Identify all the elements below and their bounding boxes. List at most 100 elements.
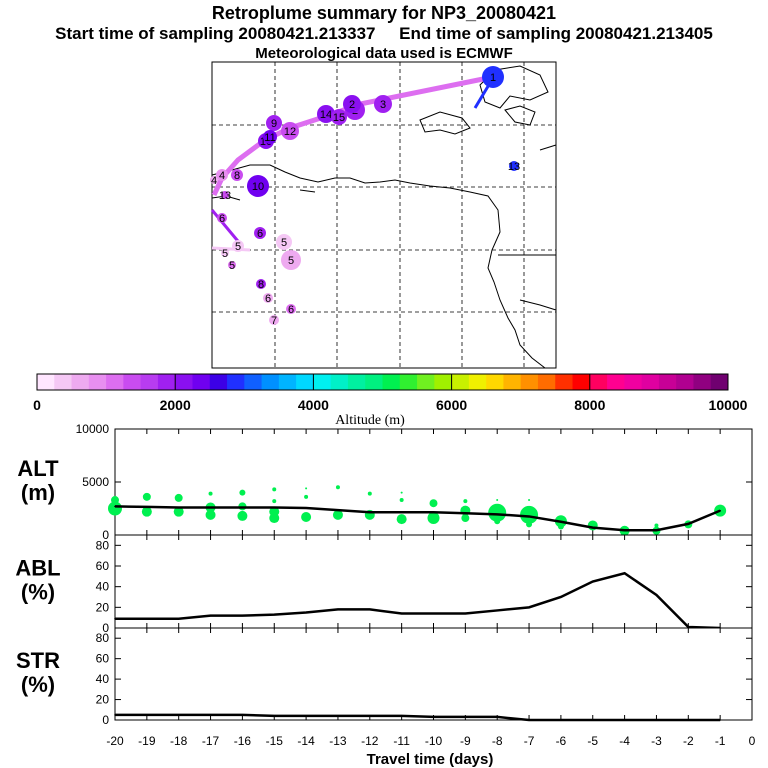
series-point (591, 719, 594, 721)
cluster-point (272, 487, 277, 492)
colorbar-swatch (555, 374, 574, 390)
y-tick-label: 5000 (82, 475, 109, 489)
colorbar-swatch (710, 374, 729, 390)
map-markers: 12234455555666678891010111213141315 (210, 66, 520, 327)
cluster-point (528, 499, 531, 502)
map-marker: 5 (228, 260, 236, 272)
series-point (560, 596, 562, 598)
colorbar-swatch (244, 374, 263, 390)
y-tick-label: 60 (96, 559, 110, 573)
series-point (241, 714, 244, 716)
series-line (115, 713, 721, 722)
map-marker-label: 2 (349, 99, 355, 111)
colorbar-swatch (486, 374, 504, 390)
map-marker-dot (210, 176, 218, 184)
series-point (432, 612, 435, 615)
series-point (623, 529, 626, 532)
cluster-point (427, 512, 440, 525)
time-series-panels: 0500010000ALT(m)020406080ABL(%)020406080… (15, 422, 755, 748)
trajectory-branch-2 (211, 246, 251, 252)
series-point (560, 520, 562, 523)
cluster-point (335, 485, 340, 490)
colorbar-swatch (676, 374, 694, 390)
series-line (115, 571, 721, 630)
series-line (114, 505, 721, 532)
map-marker-label: 8 (258, 279, 264, 291)
series-point (591, 526, 594, 529)
colorbar-swatch (54, 374, 73, 390)
panel-label: STR (16, 648, 60, 673)
map-marker-dot (281, 250, 301, 270)
colorbar-label: Altitude (m) (335, 413, 405, 428)
series-point (177, 506, 180, 509)
series-point (273, 613, 276, 616)
colorbar-swatch (227, 374, 245, 390)
series-point (241, 506, 244, 509)
colorbar-swatch (624, 374, 643, 390)
colorbar-swatch (658, 374, 677, 390)
series-point (655, 719, 658, 721)
map-marker-label: 12 (284, 126, 296, 138)
y-tick-label: 80 (96, 631, 110, 645)
series-point (528, 719, 530, 721)
x-tick-label: -17 (202, 734, 220, 748)
colorbar-swatch (365, 374, 383, 390)
x-axis-label: Travel time (days) (367, 751, 494, 768)
map-marker-dot (217, 213, 227, 223)
map-marker-label: 4 (219, 170, 225, 182)
map-marker-label: 6 (257, 228, 263, 240)
colorbar-swatch (417, 374, 435, 390)
map-marker-dot (266, 115, 282, 131)
y-tick-label: 60 (96, 652, 110, 666)
series-point (400, 715, 403, 717)
series-point (114, 617, 116, 620)
colorbar-swatch (693, 374, 712, 390)
map-marker-label: 11 (264, 132, 275, 144)
series-point (560, 719, 562, 721)
map-marker: 6 (286, 304, 296, 316)
map-marker: 6 (263, 293, 273, 305)
cluster-point (111, 496, 119, 505)
cluster-point (108, 501, 122, 516)
cluster-point (237, 510, 248, 521)
cluster-point (461, 514, 470, 523)
x-tick-label: -2 (683, 734, 694, 748)
map-marker-dot (286, 304, 296, 314)
x-tick-label: -13 (329, 734, 347, 748)
series-point (146, 506, 148, 508)
series-point (655, 529, 658, 532)
x-tick-label: -10 (425, 734, 443, 748)
x-tick-label: -8 (492, 734, 503, 748)
colorbar-swatch (607, 374, 625, 390)
series-point (305, 611, 307, 614)
panel-str: 0 20 40 60 80 STR(%) (16, 627, 753, 727)
colorbar-swatch (399, 374, 418, 390)
cluster-point (494, 518, 501, 525)
series-point (623, 572, 626, 575)
colorbar-swatch (296, 374, 314, 390)
colorbar-tick-label: 8000 (574, 397, 605, 413)
map-marker-dot (276, 234, 292, 250)
x-tick-label: -11 (393, 734, 410, 748)
map-marker-dot (231, 169, 243, 181)
map-marker-dot (254, 227, 266, 239)
cluster-point (205, 509, 216, 520)
map-marker-label: 14 (320, 109, 332, 121)
map-marker: 5 (221, 248, 229, 260)
series-point (687, 626, 690, 628)
map-marker-dot (374, 95, 392, 113)
y-tick-label: 20 (96, 693, 110, 707)
map-marker: 15 (331, 109, 347, 125)
map-marker: 11 (263, 130, 277, 144)
cluster-point (526, 521, 533, 528)
series-point (209, 506, 212, 509)
series-point (305, 715, 307, 717)
map-marker-dot (247, 175, 269, 197)
x-tick-label: -12 (361, 734, 379, 748)
colorbar-swatch (71, 374, 90, 390)
series-point (209, 714, 212, 716)
map-marker: 2 (343, 95, 361, 113)
cluster-point (496, 499, 499, 502)
series-point (464, 716, 467, 718)
